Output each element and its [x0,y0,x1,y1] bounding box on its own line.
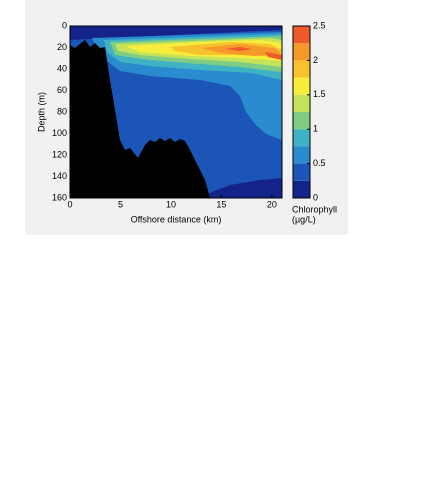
y-tick-label: 80 [57,106,67,116]
colorbar-segment [293,129,310,147]
colorbar-tick-label: 2 [313,55,318,65]
contour-band [225,47,252,51]
x-axis-label: Offshore distance (km) [131,214,222,224]
seafloor [70,40,210,198]
colorbar-segment [293,60,310,78]
colorbar-tick-label: 0.5 [313,158,326,168]
colorbar-segment [293,163,310,181]
colorbar-tick-label: 1 [313,124,318,134]
y-tick-label: 0 [62,20,67,30]
colorbar-segment [293,26,310,44]
y-tick-label: 20 [57,42,67,52]
colorbar-tick-label: 1.5 [313,89,326,99]
colorbar-segment [293,112,310,130]
y-tick-label: 140 [52,171,67,181]
colorbar-frame [292,25,311,199]
colorbar-label: Chlorophyll [292,204,337,214]
colorbar-tick-label: 0 [313,192,318,202]
colorbar-tick-label: 2.5 [313,20,326,30]
colorbar-label: (µg/L) [292,214,316,224]
contour-field [70,26,282,198]
contour-band [265,52,282,60]
y-axis-label: Depth (m) [36,92,46,132]
y-tick-label: 60 [57,85,67,95]
x-tick-label: 20 [267,199,277,209]
colorbar-segment [293,146,310,164]
x-tick-label: 0 [67,199,72,209]
y-tick-label: 100 [52,128,67,138]
colorbar-segment [293,77,310,95]
y-tick-label: 120 [52,149,67,159]
x-tick-label: 10 [166,199,176,209]
x-tick-label: 5 [118,199,123,209]
colorbar-segment [293,180,310,198]
colorbar-segment [293,94,310,112]
y-tick-label: 160 [52,192,67,202]
x-tick-label: 15 [216,199,226,209]
colorbar-segment [293,43,310,61]
y-tick-label: 40 [57,63,67,73]
